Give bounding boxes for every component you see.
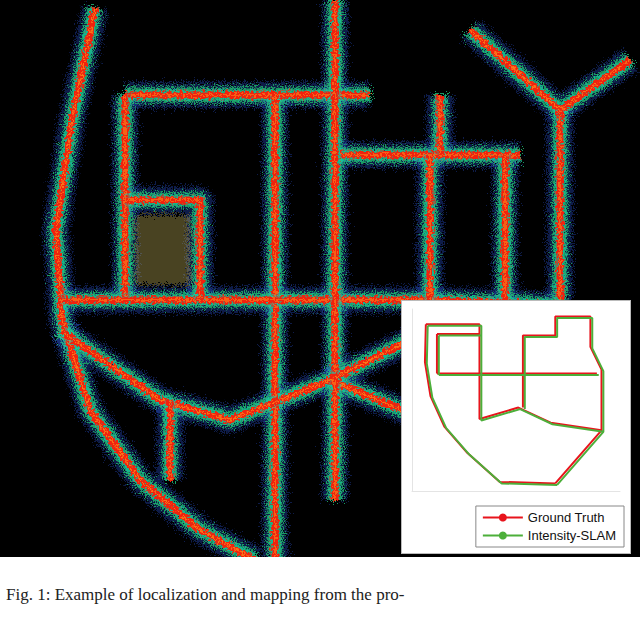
svg-text:Ground Truth: Ground Truth: [528, 510, 605, 525]
html-text:Fig. 1: Example of localizatio: Fig. 1: Example of localization and mapp…: [6, 585, 405, 604]
svg-text:Intensity-SLAM: Intensity-SLAM: [528, 528, 616, 543]
